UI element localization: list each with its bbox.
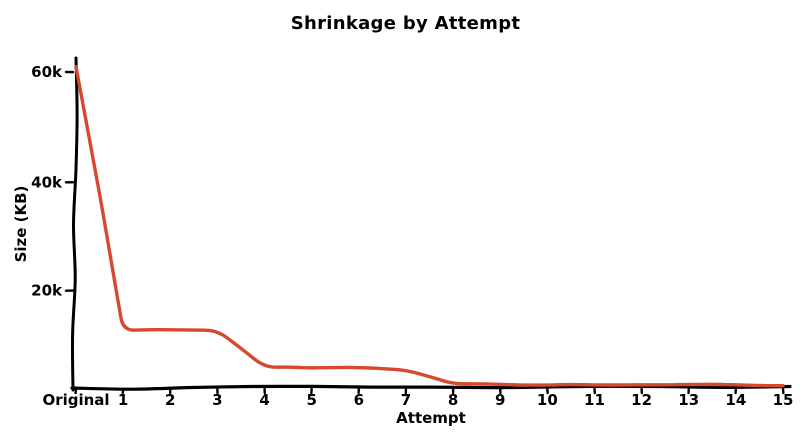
x-tick-label: Original — [42, 391, 109, 409]
x-tick-label: 8 — [448, 391, 458, 409]
x-tick-label: 5 — [306, 391, 316, 409]
x-tick-label: 14 — [725, 391, 746, 409]
chart-title: Shrinkage by Attempt — [290, 13, 521, 34]
size-series-line — [74, 65, 785, 388]
y-tick-label: 20k — [31, 282, 63, 300]
x-tick-label: 1 — [118, 391, 128, 409]
x-tick-label: 15 — [773, 391, 794, 409]
x-tick-label: 2 — [165, 391, 175, 409]
y-tick-label: 40k — [31, 173, 63, 191]
x-tick-label: 6 — [354, 391, 364, 409]
x-axis-label: Attempt — [396, 409, 466, 427]
x-tick-label: 4 — [259, 391, 269, 409]
y-tick-label: 60k — [31, 63, 63, 81]
x-tick-label: 3 — [212, 391, 222, 409]
x-tick-label: 11 — [584, 391, 605, 409]
x-tick-label: 10 — [537, 391, 558, 409]
x-axis-line — [70, 384, 792, 391]
x-tick-label: 13 — [678, 391, 699, 409]
x-tick-label: 12 — [631, 391, 652, 409]
y-axis-line — [70, 56, 79, 392]
x-tick-label: 9 — [495, 391, 505, 409]
x-tick-label: 7 — [401, 391, 411, 409]
